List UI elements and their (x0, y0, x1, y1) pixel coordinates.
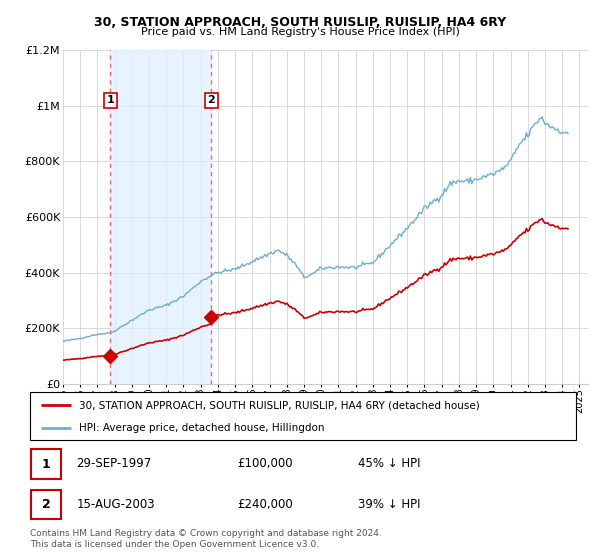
Text: 39% ↓ HPI: 39% ↓ HPI (358, 498, 420, 511)
Text: 2: 2 (42, 498, 50, 511)
Text: 29-SEP-1997: 29-SEP-1997 (76, 458, 152, 470)
Text: Contains HM Land Registry data © Crown copyright and database right 2024.
This d: Contains HM Land Registry data © Crown c… (30, 529, 382, 549)
Text: 45% ↓ HPI: 45% ↓ HPI (358, 458, 420, 470)
Text: £100,000: £100,000 (238, 458, 293, 470)
Text: 30, STATION APPROACH, SOUTH RUISLIP, RUISLIP, HA4 6RY (detached house): 30, STATION APPROACH, SOUTH RUISLIP, RUI… (79, 400, 480, 410)
Text: HPI: Average price, detached house, Hillingdon: HPI: Average price, detached house, Hill… (79, 423, 325, 433)
Text: 15-AUG-2003: 15-AUG-2003 (76, 498, 155, 511)
Bar (31, 449, 61, 479)
Text: 1: 1 (42, 458, 50, 470)
Bar (110, 50, 211, 384)
Text: 2: 2 (208, 95, 215, 105)
Text: 30, STATION APPROACH, SOUTH RUISLIP, RUISLIP, HA4 6RY: 30, STATION APPROACH, SOUTH RUISLIP, RUI… (94, 16, 506, 29)
Text: 1: 1 (106, 95, 114, 105)
Bar (31, 491, 61, 519)
Text: £240,000: £240,000 (238, 498, 293, 511)
Text: Price paid vs. HM Land Registry's House Price Index (HPI): Price paid vs. HM Land Registry's House … (140, 27, 460, 37)
